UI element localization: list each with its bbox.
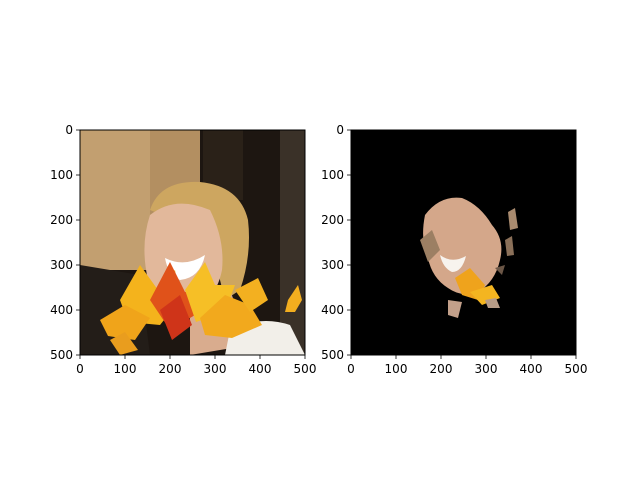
photo-leaves bbox=[100, 262, 302, 355]
left-x-tick-label: 500 bbox=[294, 362, 317, 376]
right-x-tick-label: 500 bbox=[565, 362, 588, 376]
mask-fragment-3 bbox=[495, 265, 505, 275]
photo-right-shadow bbox=[280, 130, 305, 355]
left-x-tick-label: 400 bbox=[249, 362, 272, 376]
right-x-tick-label: 400 bbox=[520, 362, 543, 376]
mask-face bbox=[423, 197, 502, 295]
mask-fragment-2 bbox=[505, 236, 514, 256]
mask-fragment bbox=[485, 298, 500, 308]
left-y-tick-label: 300 bbox=[50, 258, 73, 272]
mask-neck-fragment bbox=[448, 300, 462, 318]
mask-teeth bbox=[440, 255, 466, 272]
mask-hair-edge bbox=[420, 230, 440, 262]
left-y-tick-label: 200 bbox=[50, 213, 73, 227]
left-y-tick-label: 500 bbox=[50, 348, 73, 362]
right-y-tick-label: 500 bbox=[321, 348, 344, 362]
left-image-panel bbox=[80, 130, 305, 355]
right-x-tick-label: 100 bbox=[385, 362, 408, 376]
left-y-tick-label: 400 bbox=[50, 303, 73, 317]
left-y-tick-label: 0 bbox=[65, 123, 73, 137]
right-y-tick-label: 300 bbox=[321, 258, 344, 272]
left-x-tick-label: 100 bbox=[114, 362, 137, 376]
left-axes-frame bbox=[79, 129, 306, 356]
right-x-tick-label: 200 bbox=[430, 362, 453, 376]
left-x-tick-label: 300 bbox=[204, 362, 227, 376]
right-x-tick-label: 300 bbox=[475, 362, 498, 376]
left-y-tick-label: 100 bbox=[50, 168, 73, 182]
left-x-tick-label: 0 bbox=[76, 362, 84, 376]
right-axes-frame bbox=[350, 129, 577, 356]
right-y-tick-label: 0 bbox=[336, 123, 344, 137]
left-x-tick-label: 200 bbox=[159, 362, 182, 376]
right-y-tick-label: 400 bbox=[321, 303, 344, 317]
right-y-tick-label: 100 bbox=[321, 168, 344, 182]
mask-ear-fragment bbox=[508, 208, 518, 230]
right-y-tick-label: 200 bbox=[321, 213, 344, 227]
right-image-panel bbox=[351, 130, 576, 355]
right-x-tick-label: 0 bbox=[347, 362, 355, 376]
